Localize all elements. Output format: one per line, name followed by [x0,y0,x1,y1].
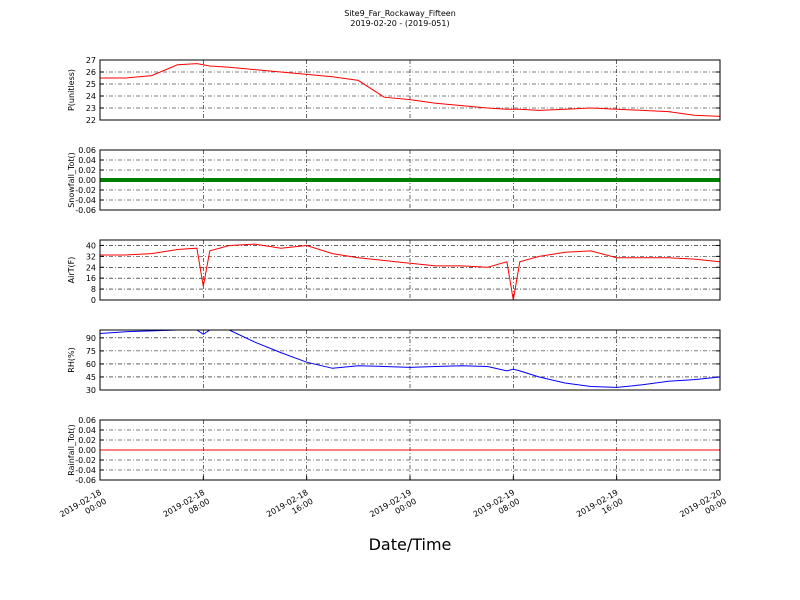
y-tick-label: 40 [86,241,96,250]
x-tick-label: 2019-02-2000:00 [678,488,728,528]
plot-frame [99,149,721,211]
x-tick-label: 2019-02-1800:00 [58,488,108,528]
data-line [100,63,721,117]
y-tick-label: 8 [91,285,96,294]
plot-frame [99,59,721,121]
y-tick-label: -0.02 [75,456,96,465]
y-tick-label: 75 [86,347,96,356]
x-tick-label: 2019-02-1816:00 [265,488,315,528]
y-axis-label: RH(%) [67,347,76,372]
y-tick-label: -0.02 [75,186,96,195]
y-tick-label: 16 [86,274,96,283]
y-tick-label: 60 [86,360,96,369]
y-tick-label: 0.06 [78,416,96,425]
y-tick-label: -0.04 [75,196,96,205]
y-tick-label: 25 [86,80,96,89]
y-tick-label: 30 [86,386,96,395]
x-axis-label: Date/Time [369,535,452,554]
x-tick-label: 2019-02-1808:00 [162,488,212,528]
y-axis-label: P(unitless) [67,69,76,111]
y-tick-label: 22 [86,116,96,125]
y-tick-label: 24 [86,263,96,272]
y-axis-label: Rainfall_Tot() [67,424,76,476]
plot-frame [99,329,721,391]
y-axis-label: Snowfall_Tot() [67,152,76,208]
y-tick-label: 26 [86,68,96,77]
data-line [99,329,721,388]
y-tick-label: -0.06 [75,476,96,485]
y-tick-label: 23 [86,104,96,113]
y-tick-label: 24 [86,92,96,101]
y-tick-label: 27 [86,56,96,65]
chart-subtitle: 2019-02-20 - (2019-051) [350,19,449,28]
x-tick-label: 2019-02-1916:00 [575,488,625,528]
y-tick-label: 0.04 [78,156,96,165]
y-tick-label: 0.02 [78,436,96,445]
y-axis-label: AirT(F) [67,257,76,284]
y-tick-label: -0.06 [75,206,96,215]
data-line [100,243,721,301]
y-tick-label: 0.04 [78,426,96,435]
x-tick-label: 2019-02-1908:00 [472,488,522,528]
y-tick-label: 90 [86,334,96,343]
plot-frame [99,239,721,301]
y-tick-label: 32 [86,252,96,261]
y-tick-label: 0.00 [78,446,96,455]
chart-title: Site9_Far_Rockaway_Fifteen [344,9,456,18]
y-tick-label: 0 [91,296,96,305]
y-tick-label: 0.06 [78,146,96,155]
y-tick-label: 0.00 [78,176,96,185]
y-tick-label: -0.04 [75,466,96,475]
y-tick-label: 45 [86,373,96,382]
x-tick-label: 2019-02-1900:00 [368,488,418,528]
y-tick-label: 0.02 [78,166,96,175]
